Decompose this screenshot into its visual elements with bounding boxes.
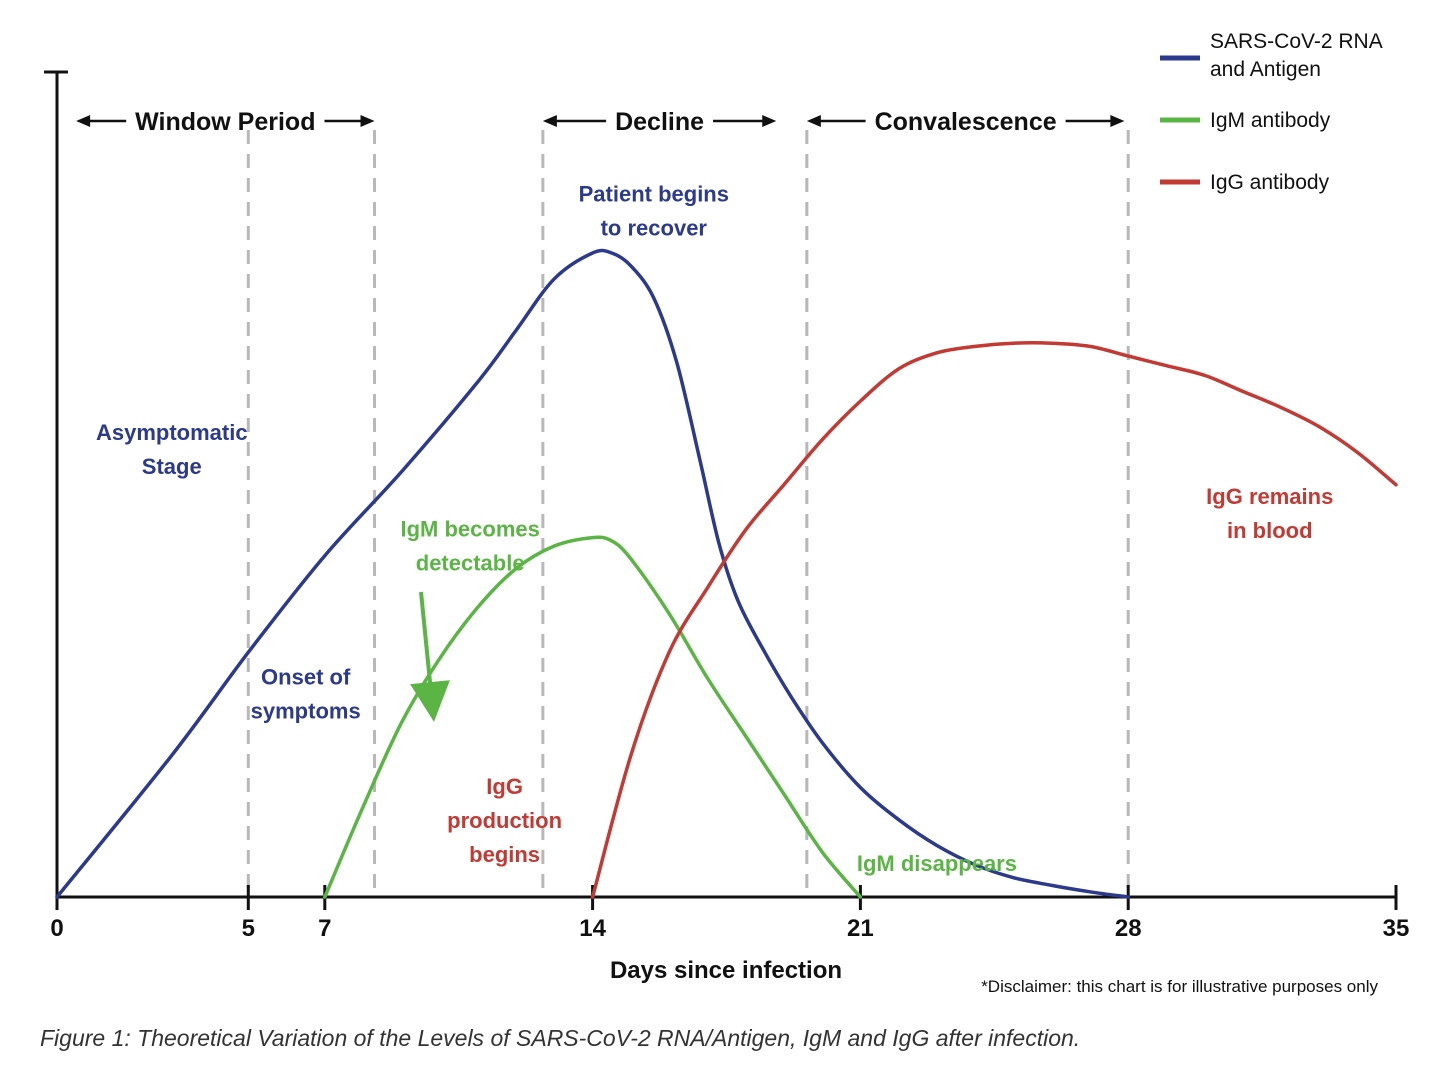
legend-label-line: SARS-CoV-2 RNA	[1210, 30, 1383, 53]
annotation-igm-becomes-detectable: IgM becomes detectable	[400, 516, 539, 575]
annotation-patient-begins-to-recover: Patient begins to recover	[579, 181, 729, 240]
period-arrowhead-right-convalescence	[1110, 115, 1125, 127]
legend: SARS-CoV-2 RNA and Antigen IgM antibody IgG…	[1160, 30, 1383, 194]
annotation-line: begins	[469, 842, 540, 867]
x-tick-label-0: 0	[50, 915, 63, 942]
series-line-sars-cov-2-rna-and-antigen	[55, 248, 1130, 899]
figure-caption: Figure 1: Theoretical Variation of the L…	[40, 1025, 1080, 1051]
annotations: Asymptomatic Stage Onset of symptoms Patient…	[96, 181, 1333, 876]
period-arrowhead-right-decline	[762, 115, 777, 127]
disclaimer: *Disclaimer: this chart is for illustrat…	[981, 977, 1378, 996]
x-tick-label-7: 7	[318, 915, 331, 942]
period-label-window-period: Window Period	[135, 108, 315, 136]
annotation-line: IgG remains	[1206, 484, 1333, 509]
series-line-igg-antibody	[590, 341, 1398, 899]
x-axis-ticks: 0 5 7 14 21 28 35	[50, 885, 1409, 942]
period-arrowhead-right-window-period	[360, 115, 375, 127]
phase-divider-lines	[246, 130, 1130, 897]
x-tick-label-14: 14	[579, 915, 606, 942]
annotation-line: Stage	[142, 454, 202, 479]
annotation-line: detectable	[416, 550, 525, 575]
annotation-line: symptoms	[251, 698, 361, 723]
legend-label-line: IgG antibody	[1210, 171, 1330, 194]
axes	[44, 70, 1396, 899]
period-label-convalescence: Convalescence	[875, 108, 1057, 136]
annotation-igm-disappears: IgM disappears	[857, 851, 1017, 876]
annotation-line: Asymptomatic	[96, 420, 248, 445]
period-labels: Window Period Decline Convalescence	[76, 108, 1125, 136]
annotation-line: to recover	[601, 215, 708, 240]
annotation-line: Patient begins	[579, 181, 729, 206]
legend-label-sars-cov-2-rna-and-antigen: SARS-CoV-2 RNA and Antigen	[1210, 30, 1383, 81]
x-tick-label-5: 5	[242, 915, 255, 942]
legend-label-line: IgM antibody	[1210, 109, 1331, 132]
period-label-decline: Decline	[615, 108, 704, 136]
annotation-line: IgM disappears	[857, 851, 1017, 876]
x-tick-label-28: 28	[1115, 915, 1142, 942]
legend-label-igg-antibody: IgG antibody	[1210, 171, 1330, 194]
legend-label-igm-antibody: IgM antibody	[1210, 109, 1331, 132]
period-arrowhead-left-decline	[542, 115, 557, 127]
annotation-igg-production-begins: IgG production begins	[447, 774, 562, 867]
annotation-onset-of-symptoms: Onset of symptoms	[251, 664, 361, 723]
period-arrowhead-left-window-period	[76, 115, 91, 127]
series-line-igm-antibody	[323, 535, 863, 899]
x-axis-label: Days since infection	[610, 957, 842, 984]
annotation-igg-remains-in-blood: IgG remains in blood	[1206, 484, 1333, 543]
legend-label-line: and Antigen	[1210, 58, 1321, 81]
annotation-line: IgG	[486, 774, 523, 799]
igm-detectable-arrow	[410, 591, 450, 722]
period-arrowhead-left-convalescence	[806, 115, 821, 127]
x-tick-label-21: 21	[847, 915, 874, 942]
x-tick-label-35: 35	[1383, 915, 1410, 942]
annotation-line: IgM becomes	[400, 516, 539, 541]
series-lines	[55, 248, 1398, 899]
annotation-asymptomatic-stage: Asymptomatic Stage	[96, 420, 248, 479]
annotation-line: in blood	[1227, 518, 1313, 543]
annotation-line: production	[447, 808, 562, 833]
annotation-line: Onset of	[261, 664, 351, 689]
